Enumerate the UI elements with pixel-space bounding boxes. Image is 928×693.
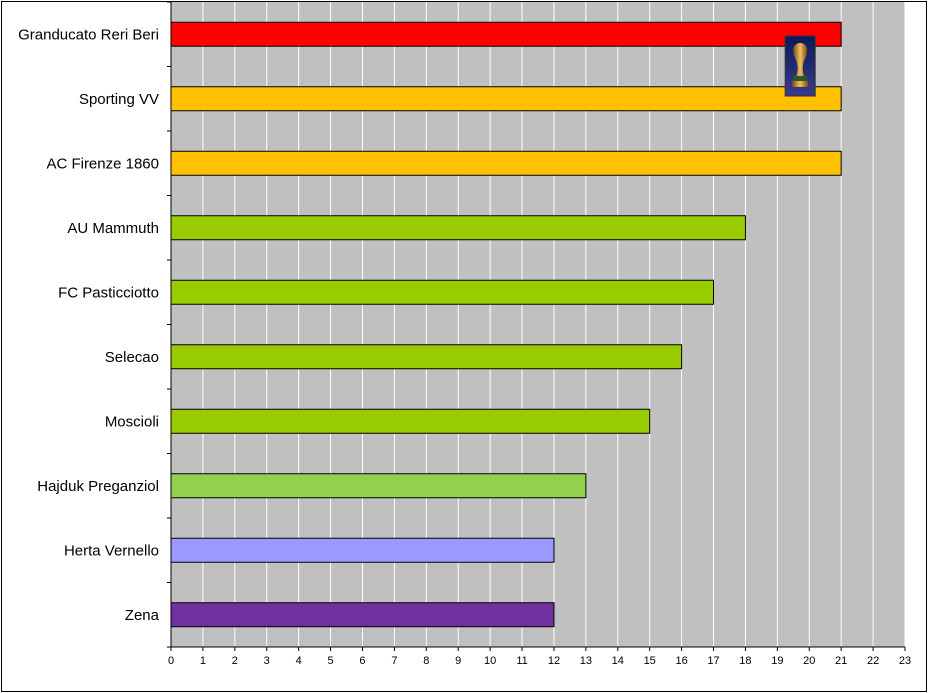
x-tick-label: 20 — [803, 655, 815, 667]
bar — [170, 21, 842, 47]
x-tick-label: 16 — [675, 655, 687, 667]
category-label: Herta Vernello — [64, 542, 159, 559]
category-label: AC Firenze 1860 — [46, 155, 159, 172]
x-tick-label: 2 — [232, 655, 238, 667]
x-tick-label: 1 — [200, 655, 206, 667]
bar — [170, 537, 555, 563]
x-tick-label: 10 — [484, 655, 496, 667]
x-tick-label: 18 — [739, 655, 751, 667]
x-tick-label: 17 — [707, 655, 719, 667]
x-tick-label: 21 — [835, 655, 847, 667]
bar — [170, 408, 651, 434]
x-tick-label: 23 — [899, 655, 911, 667]
bar — [170, 215, 746, 241]
x-tick-label: 6 — [359, 655, 365, 667]
x-tick-label: 11 — [516, 655, 527, 667]
category-label: Hajduk Preganziol — [37, 478, 159, 495]
bar — [170, 279, 715, 305]
x-tick-label: 15 — [644, 655, 656, 667]
category-label: Granducato Reri Beri — [18, 26, 159, 43]
bar — [170, 150, 842, 176]
x-tick-label: 19 — [771, 655, 783, 667]
bar — [170, 602, 555, 628]
x-tick-label: 7 — [391, 655, 397, 667]
bar — [170, 86, 842, 112]
x-tick-label: 4 — [296, 655, 302, 667]
category-label: AU Mammuth — [67, 220, 159, 237]
category-label: Sporting VV — [79, 91, 159, 108]
category-label: Moscioli — [105, 413, 159, 430]
x-tick-labels: 0 1 2 3 4 5 6 7 8 9 10 11 12 13 14 15 16 17 18 19 20 21 22 23 — [168, 655, 911, 667]
axes — [167, 2, 906, 651]
category-label: FC Pasticciotto — [58, 284, 159, 301]
x-tick-label: 9 — [455, 655, 461, 667]
x-tick-label: 5 — [328, 655, 334, 667]
x-tick-label: 14 — [612, 655, 624, 667]
category-label: Zena — [125, 607, 160, 624]
trophy-icon — [784, 35, 816, 97]
category-labels: Granducato Reri Beri Sporting VV AC Firenz… — [18, 26, 160, 624]
x-tick-label: 8 — [423, 655, 429, 667]
bar — [170, 473, 587, 499]
x-tick-label: 0 — [168, 655, 174, 667]
bar — [170, 344, 683, 370]
x-tick-label: 3 — [264, 655, 270, 667]
x-tick-label: 22 — [867, 655, 879, 667]
category-label: Selecao — [105, 349, 159, 366]
x-tick-label: 12 — [548, 655, 560, 667]
x-tick-label: 13 — [580, 655, 592, 667]
